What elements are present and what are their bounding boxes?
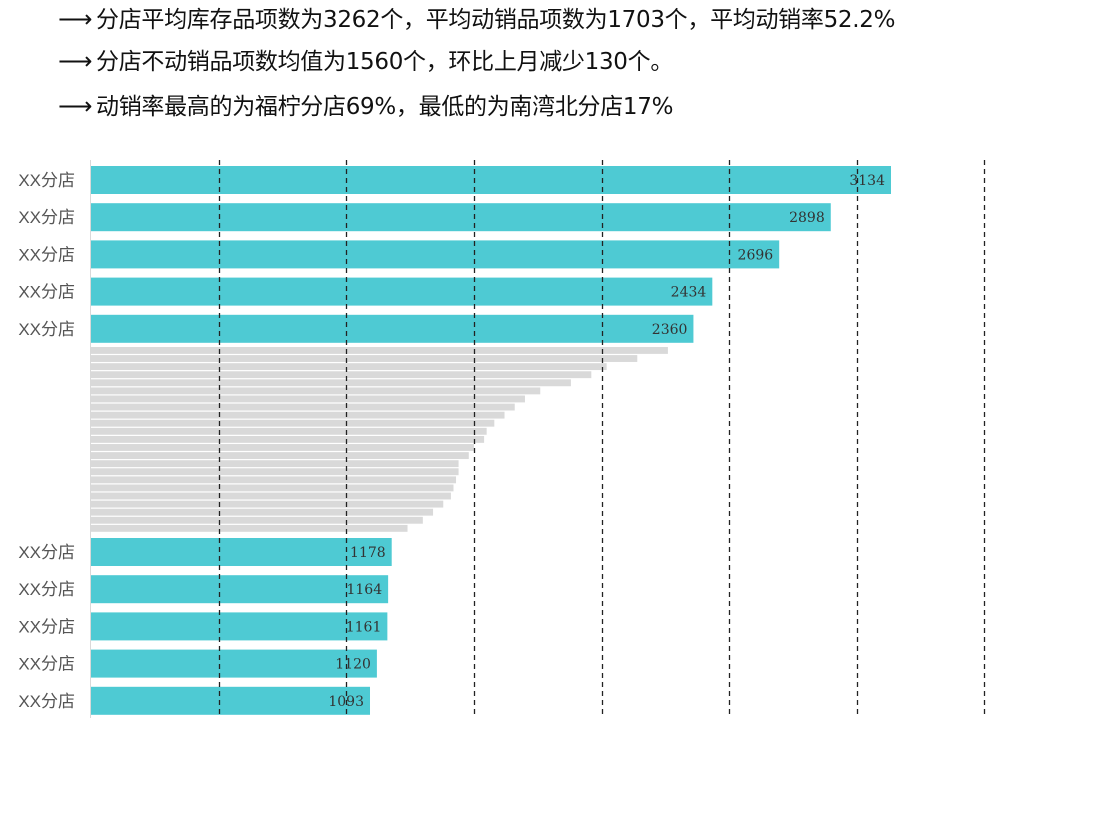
category-label: XX分店: [18, 320, 75, 339]
bullet-text: 动销率最高的为福柠分店69%，最低的为南湾北分店17%: [96, 94, 674, 120]
other-branch-bar: [91, 371, 592, 379]
data-label: 2360: [652, 322, 688, 338]
category-label: XX分店: [18, 283, 75, 302]
bottom-bar: [91, 686, 371, 715]
other-branch-bar: [91, 444, 474, 451]
category-label: XX分店: [18, 245, 75, 264]
other-branch-bar: [91, 355, 638, 362]
category-label: XX分店: [18, 208, 75, 227]
category-label: XX分店: [18, 543, 75, 562]
bullet-text: 分店不动销品项数均值为1560个，环比上月减少130个。: [96, 49, 674, 75]
other-branch-bar: [91, 468, 459, 476]
arrow-icon: ⟶: [58, 47, 93, 75]
summary-bullet-3: ⟶ 动销率最高的为福柠分店69%，最低的为南湾北分店17%: [58, 90, 673, 123]
category-label: XX分店: [18, 692, 75, 711]
data-label: 1161: [346, 619, 382, 635]
other-branch-bar: [91, 516, 423, 524]
summary-bullet-2: ⟶ 分店不动销品项数均值为1560个，环比上月减少130个。: [58, 45, 673, 78]
other-branch-bar: [91, 411, 505, 419]
other-branch-bar: [91, 435, 485, 443]
summary-bullet-1: ⟶ 分店平均库存品项数为3262个，平均动销品项数为1703个，平均动销率52.2…: [58, 3, 895, 36]
other-branch-bar: [91, 492, 451, 500]
top-bar: [91, 166, 891, 194]
top-bar: [91, 203, 831, 232]
bottom-bar: [91, 649, 377, 678]
other-branch-bar: [91, 484, 454, 492]
other-branch-bar: [91, 452, 469, 460]
data-label: 2898: [789, 210, 825, 226]
category-label: XX分店: [18, 171, 75, 190]
other-branch-bar: [91, 476, 457, 484]
data-label: 2434: [671, 285, 707, 301]
data-label: 1164: [346, 582, 382, 598]
other-branch-bar: [91, 363, 607, 371]
other-branch-bar: [91, 460, 459, 468]
bottom-bar: [91, 575, 389, 604]
arrow-icon: ⟶: [58, 92, 93, 120]
data-label: 3134: [849, 173, 885, 189]
top-bar: [91, 240, 780, 269]
other-branch-bar: [91, 347, 668, 354]
other-branch-bar: [91, 524, 408, 532]
bullet-text: 分店平均库存品项数为3262个，平均动销品项数为1703个，平均动销率52.2%: [96, 7, 896, 33]
other-branch-bar: [91, 395, 525, 403]
bottom-bar: [91, 538, 392, 566]
category-label: XX分店: [18, 655, 75, 674]
other-branch-bar: [91, 387, 541, 395]
bottom-bar: [91, 612, 388, 641]
category-label: XX分店: [18, 617, 75, 636]
arrow-icon: ⟶: [58, 5, 93, 33]
data-label: 2696: [738, 247, 774, 263]
data-label: 1120: [335, 657, 371, 673]
other-branch-bar: [91, 500, 444, 508]
other-branch-bar: [91, 403, 515, 411]
category-label: XX分店: [18, 580, 75, 599]
other-branch-bar: [91, 379, 571, 387]
top-bar: [91, 314, 694, 343]
other-branch-bar: [91, 508, 434, 516]
top-bar: [91, 277, 713, 306]
other-branch-bar: [91, 427, 487, 435]
other-branch-bar: [91, 419, 495, 427]
data-label: 1178: [350, 545, 386, 561]
